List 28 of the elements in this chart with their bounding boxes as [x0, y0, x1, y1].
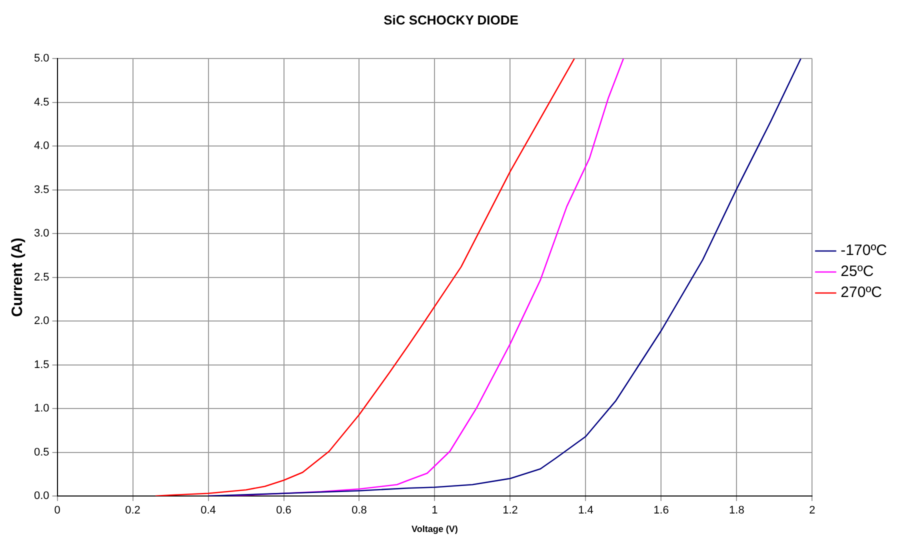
x-tick-label: 1.8: [729, 504, 744, 517]
y-tick-label: 4.5: [34, 96, 50, 108]
y-tick-label: 5.0: [34, 52, 50, 65]
x-tick-label: 1.2: [502, 504, 518, 517]
y-tick-label: 2.5: [34, 271, 50, 284]
x-axis-title: Voltage (V): [412, 524, 458, 534]
legend-label: -170ºC: [840, 242, 888, 260]
y-tick-label: 1.0: [34, 402, 50, 415]
y-tick-label: 0.0: [34, 490, 50, 502]
x-tick-label: 1: [432, 504, 438, 517]
legend-label: 25ºC: [840, 263, 874, 280]
y-tick-label: 3.0: [34, 228, 50, 240]
x-tick-label: 0: [54, 504, 60, 517]
y-tick-label: 4.0: [34, 140, 50, 152]
y-tick-label: 0.5: [34, 446, 50, 458]
x-tick-label: 1.6: [654, 504, 669, 517]
x-tick-label: 0.8: [352, 504, 367, 517]
chart-title: SiC SCHOCKY DIODE: [384, 12, 519, 28]
y-tick-label: 3.5: [34, 184, 50, 196]
x-tick-label: 0.4: [200, 504, 216, 517]
x-tick-label: 1.4: [578, 504, 594, 517]
y-axis-title: Current (A): [9, 238, 26, 317]
x-tick-label: 0.2: [125, 504, 140, 517]
x-tick-label: 2: [809, 504, 816, 517]
y-tick-label: 1.5: [34, 358, 50, 371]
x-tick-label: 0.6: [276, 504, 292, 517]
legend-label: 270ºC: [840, 284, 882, 302]
y-tick-label: 2.0: [34, 315, 50, 328]
